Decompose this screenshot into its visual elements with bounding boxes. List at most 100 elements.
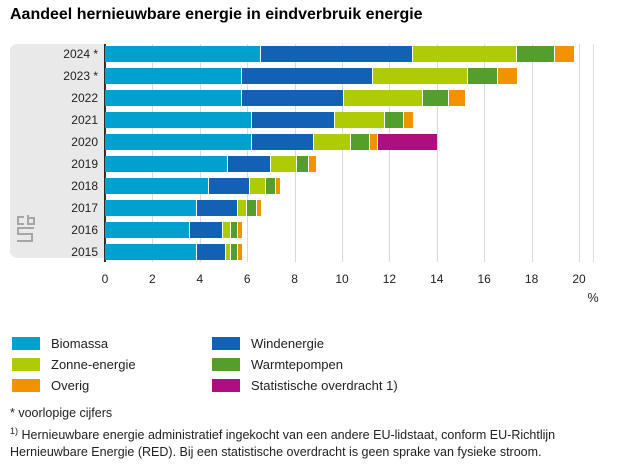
legend-swatch-icon	[12, 336, 40, 350]
bar-segment-overig	[308, 156, 316, 172]
legend-item-zonne-energie: Zonne-energie	[12, 356, 212, 372]
legend-swatch-icon	[212, 336, 240, 350]
bar-row-2019	[105, 156, 316, 172]
bar-segment-biomassa	[105, 200, 198, 216]
footnote-text-line1: Hernieuwbare energie administratief inge…	[21, 428, 556, 443]
y-axis-category-label: 2020	[71, 135, 98, 149]
bar-row-2023	[105, 68, 518, 84]
legend-swatch-icon	[12, 378, 40, 392]
bar-segment-warmtepompen	[266, 178, 276, 194]
legend-label: Statistische overdracht 1)	[251, 377, 398, 393]
bar-row-2016	[105, 222, 243, 238]
bar-segment-zonne-energie	[334, 112, 385, 128]
bar-segment-warmtepompen	[467, 68, 499, 84]
legend-item-statistische-overdracht-1: Statistische overdracht 1)	[212, 377, 532, 393]
gridline	[484, 44, 486, 262]
gridline	[152, 44, 154, 262]
x-tick-label: 2	[149, 272, 156, 286]
x-tick-label: 0	[101, 272, 109, 286]
bar-segment-windenergie	[251, 112, 335, 128]
bar-segment-biomassa	[105, 46, 262, 62]
bar-segment-zonne-energie	[413, 46, 518, 62]
bar-segment-overig	[256, 200, 262, 216]
legend-item-overig: Overig	[12, 377, 212, 393]
bar-segment-warmtepompen	[384, 112, 404, 128]
bar-segment-zonne-energie	[225, 244, 231, 260]
footnote-preliminary: * voorlopige cijfers	[10, 406, 113, 420]
x-tick-label: 18	[524, 272, 539, 286]
bar-segment-warmtepompen	[247, 200, 257, 216]
gridline	[531, 44, 533, 262]
bar-segment-overig	[498, 68, 518, 84]
bar-segment-zonne-energie	[372, 68, 468, 84]
bar-segment-warmtepompen	[230, 222, 238, 238]
bar-segment-zonne-energie	[270, 156, 297, 172]
y-axis-line	[104, 44, 106, 262]
bar-segment-overig	[448, 90, 466, 106]
y-axis-category-label: 2018	[71, 179, 98, 193]
legend-swatch-icon	[212, 357, 240, 371]
gridline	[342, 44, 343, 262]
footnote-statistical-transfer: 1) Hernieuwbare energie administratief i…	[10, 423, 622, 461]
bar-segment-statistische-overdracht-1	[377, 134, 437, 150]
bar-segment-windenergie	[197, 244, 226, 260]
legend-label: Windenergie	[251, 335, 324, 351]
bar-segment-windenergie	[209, 178, 250, 194]
legend-label: Zonne-energie	[51, 356, 136, 372]
x-tick-label: 20	[572, 272, 586, 286]
bar-segment-overig	[237, 222, 243, 238]
bar-segment-overig	[275, 178, 281, 194]
y-axis-label-band: 2024 * 2023 * 2022 2021 2020 2019 2018 2017 2016…	[10, 44, 105, 259]
bar-segment-zonne-energie	[237, 200, 248, 216]
y-axis-category-label: 2023 *	[63, 69, 98, 83]
legend-label: Overig	[51, 377, 90, 393]
x-axis-ticks: 0 2 4 6 8 10 12 14 16 18 20	[101, 272, 593, 288]
bar-segment-biomassa	[105, 222, 191, 238]
bar-segment-biomassa	[105, 244, 198, 260]
legend-label: Biomassa	[51, 335, 109, 351]
y-axis-category-label: 2024 *	[63, 47, 98, 61]
bar-segment-windenergie	[242, 68, 373, 84]
bar-segment-overig	[403, 112, 414, 128]
legend-label: Warmtepompen	[251, 356, 343, 372]
gridline	[436, 44, 438, 262]
y-axis-category-label: 2021	[71, 113, 98, 127]
y-axis-category-label: 2019	[71, 157, 98, 171]
bar-segment-biomassa	[105, 178, 210, 194]
bar-row-2015	[105, 244, 243, 260]
bar-row-2018	[105, 178, 281, 194]
footnote-marker: 1)	[10, 426, 19, 436]
bar-segment-windenergie	[197, 200, 238, 216]
bar-segment-windenergie	[228, 156, 271, 172]
page-title: Aandeel hernieuwbare energie in eindverb…	[10, 6, 423, 23]
legend: Biomassa Windenergie Zonne-energie Warmtepo…	[12, 335, 532, 393]
bar-segment-warmtepompen	[230, 244, 238, 260]
gridline	[199, 44, 201, 262]
bar-segment-biomassa	[105, 112, 252, 128]
gridline	[389, 44, 391, 262]
x-tick-label: 4	[196, 272, 204, 286]
legend-item-warmtepompen: Warmtepompen	[212, 356, 532, 372]
bar-segment-windenergie	[261, 46, 414, 62]
legend-item-windenergie: Windenergie	[212, 335, 532, 351]
bar-segment-windenergie	[190, 222, 224, 238]
x-tick-label: 8	[291, 272, 298, 286]
x-tick-label: 16	[477, 272, 491, 286]
gridline	[579, 44, 580, 262]
x-axis-unit-label: %	[587, 291, 599, 305]
bar-segment-warmtepompen	[517, 46, 556, 62]
bar-segment-warmtepompen	[351, 134, 371, 150]
bar-segment-overig	[555, 46, 575, 62]
legend-swatch-icon	[12, 357, 40, 371]
bar-segment-zonne-energie	[223, 222, 231, 238]
legend-item-biomassa: Biomassa	[12, 335, 212, 351]
x-tick-label: 6	[243, 272, 251, 286]
bar-segment-warmtepompen	[296, 156, 309, 172]
gridline	[247, 44, 249, 262]
bar-row-2020	[105, 134, 437, 150]
bar-segment-zonne-energie	[249, 178, 267, 194]
bar-segment-zonne-energie	[344, 90, 423, 106]
y-axis-category-label: 2016	[71, 223, 98, 237]
y-axis-category-label: 2015	[71, 245, 98, 259]
